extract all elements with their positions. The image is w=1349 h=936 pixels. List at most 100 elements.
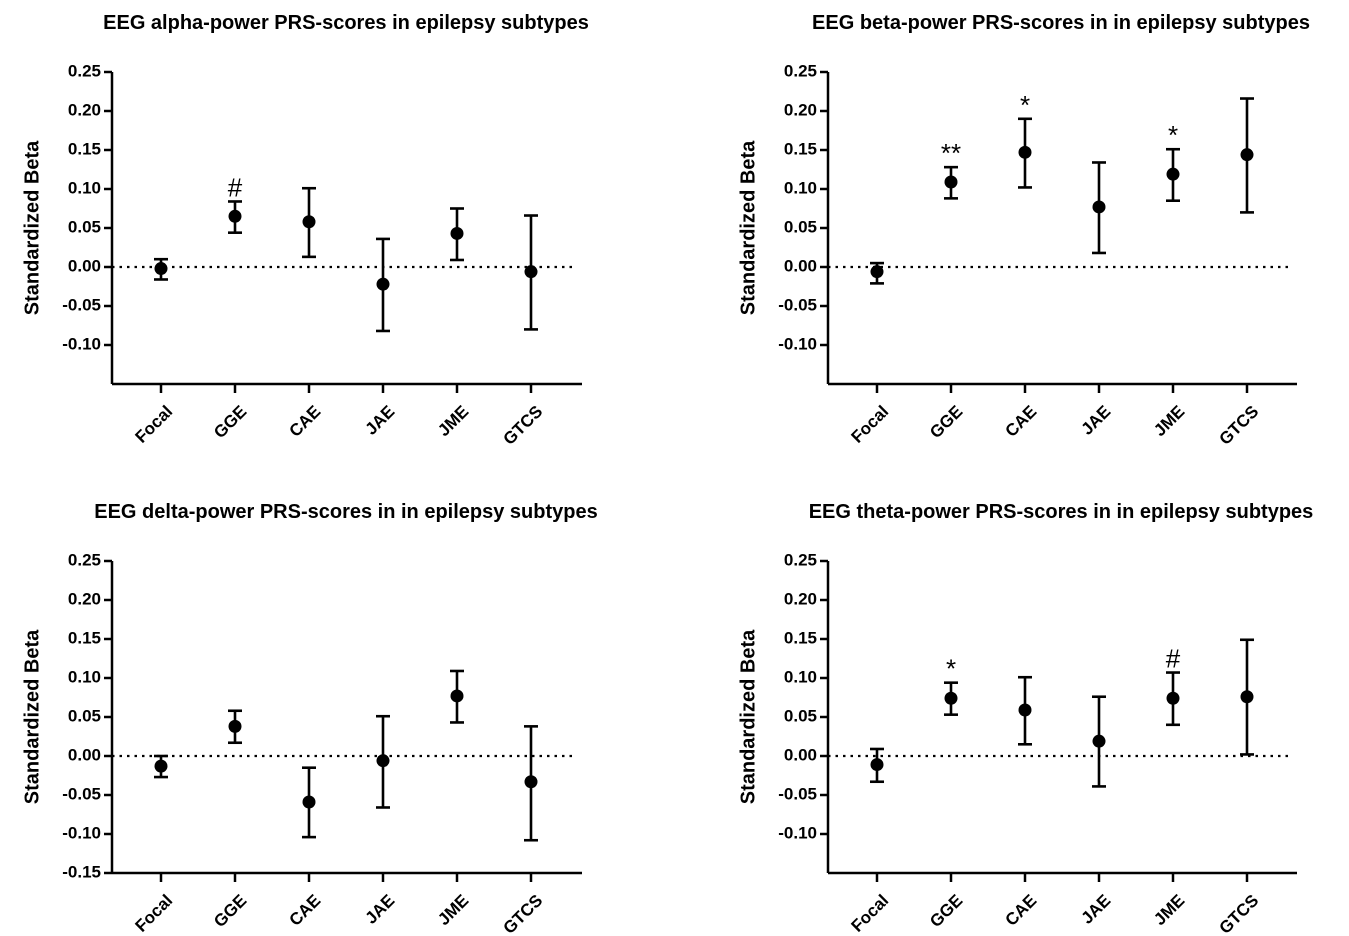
panel-1-x-tick-label: Focal (131, 402, 176, 447)
panel-1-y-tick-label: 0.05 (68, 217, 101, 236)
panel-2-y-tick-label: 0.05 (784, 217, 817, 236)
panel-4-data-point (1018, 703, 1032, 717)
panel-1-data-point (154, 262, 168, 276)
panel-1-y-tick-label: -0.10 (62, 334, 101, 353)
panel-3-y-tick-label: 0.20 (68, 589, 101, 608)
panel-4-data-point (1240, 690, 1254, 704)
panel-1-y-tick-label: -0.05 (62, 295, 101, 314)
panel-4-data-point (1092, 734, 1106, 748)
panel-4-x-tick-label: GGE (926, 891, 966, 931)
panel-2-data-point (870, 265, 884, 279)
panel-1-x-tick-label: GGE (210, 402, 250, 442)
panel-4-significance-label: # (1166, 644, 1181, 674)
panel-3-data-point (524, 775, 538, 789)
panel-4-x-tick-label: Focal (847, 891, 892, 936)
panel-1-y-tick-label: 0.25 (68, 61, 101, 80)
panel-1-y-tick-label: 0.10 (68, 178, 101, 197)
panel-4-x-tick-label: GTCS (1215, 891, 1262, 936)
panel-3-y-tick-label: -0.05 (62, 784, 101, 803)
panel-2-y-axis-label: Standardized Beta (737, 140, 759, 315)
panel-2-y-tick-label: 0.15 (784, 139, 817, 158)
panel-1-y-axis-label: Standardized Beta (21, 140, 43, 315)
panel-4-y-tick-label: -0.10 (778, 823, 817, 842)
panel-2-x-tick-label: Focal (847, 402, 892, 447)
panel-3-x-tick-label: CAE (285, 891, 324, 930)
panel-2-y-tick-label: 0.00 (784, 256, 817, 275)
panel-3-y-tick-label: 0.05 (68, 706, 101, 725)
panel-3-x-tick-label: JAE (361, 891, 398, 928)
panel-3-data-point (302, 795, 316, 809)
panel-3-x-tick-label: Focal (131, 891, 176, 936)
panel-1-title: EEG alpha-power PRS-scores in epilepsy s… (103, 12, 589, 34)
panel-1-x-tick-label: GTCS (499, 402, 546, 449)
panel-3-y-tick-label: -0.10 (62, 823, 101, 842)
panel-3-y-tick-label: -0.15 (62, 862, 101, 881)
panel-4-y-tick-label: 0.10 (784, 667, 817, 686)
panel-2-y-tick-label: 0.20 (784, 100, 817, 119)
panel-4-x-tick-label: JME (1150, 891, 1188, 929)
panel-1-y-tick-label: 0.15 (68, 139, 101, 158)
panel-2-y-tick-label: -0.10 (778, 334, 817, 353)
panel-2-y-tick-label: 0.25 (784, 61, 817, 80)
panel-3-x-tick-label: GTCS (499, 891, 546, 936)
panel-2-significance-label: * (1020, 90, 1030, 120)
panel-2-x-tick-label: GGE (926, 402, 966, 442)
panel-2-data-point (944, 175, 958, 189)
panel-2-data-point (1018, 145, 1032, 159)
panel-3-data-point (450, 689, 464, 703)
panel-2-y-tick-label: -0.05 (778, 295, 817, 314)
panel-2-data-point (1092, 200, 1106, 214)
panel-1-y-tick-label: 0.00 (68, 256, 101, 275)
panel-4-y-tick-label: 0.20 (784, 589, 817, 608)
panel-4-y-tick-label: -0.05 (778, 784, 817, 803)
panel-4-y-axis-label: Standardized Beta (737, 629, 759, 804)
panel-2-y-tick-label: 0.10 (784, 178, 817, 197)
panel-3-y-tick-label: 0.10 (68, 667, 101, 686)
panel-2-chart: EEG beta-power PRS-scores in in epilepsy… (737, 12, 1310, 449)
panel-2-x-tick-label: JAE (1077, 402, 1114, 439)
panel-3-title: EEG delta-power PRS-scores in in epileps… (94, 501, 597, 523)
panel-4-data-point (1166, 691, 1180, 705)
panel-3-data-point (228, 719, 242, 733)
panel-1-chart: EEG alpha-power PRS-scores in epilepsy s… (21, 12, 589, 449)
panel-4-chart: EEG theta-power PRS-scores in in epileps… (737, 501, 1313, 936)
panel-4-y-tick-label: 0.25 (784, 550, 817, 569)
panel-1-data-point (228, 209, 242, 223)
panel-1-data-point (302, 215, 316, 229)
panel-1-data-point (524, 265, 538, 279)
panel-4-x-tick-label: CAE (1001, 891, 1040, 930)
panel-3-y-axis-label: Standardized Beta (21, 629, 43, 804)
panel-3-data-point (376, 754, 390, 768)
panel-1-data-point (376, 277, 390, 291)
panel-2-data-point (1166, 167, 1180, 181)
panel-3-y-tick-label: 0.00 (68, 745, 101, 764)
panel-1-y-tick-label: 0.20 (68, 100, 101, 119)
panel-4-data-point (944, 691, 958, 705)
panel-3-x-tick-label: JME (434, 891, 472, 929)
panel-3-data-point (154, 759, 168, 773)
panel-4-x-tick-label: JAE (1077, 891, 1114, 928)
panel-3-y-tick-label: 0.15 (68, 628, 101, 647)
panel-4-y-tick-label: 0.00 (784, 745, 817, 764)
panel-2-title: EEG beta-power PRS-scores in in epilepsy… (812, 12, 1310, 34)
panel-1-x-tick-label: JAE (361, 402, 398, 439)
panel-2-x-tick-label: CAE (1001, 402, 1040, 441)
panel-3-x-tick-label: GGE (210, 891, 250, 931)
panel-4-title: EEG theta-power PRS-scores in in epileps… (809, 501, 1314, 523)
panel-2-x-tick-label: GTCS (1215, 402, 1262, 449)
panel-2-data-point (1240, 148, 1254, 162)
panel-1-data-point (450, 226, 464, 240)
panel-3-chart: EEG delta-power PRS-scores in in epileps… (21, 501, 597, 936)
panel-3-y-tick-label: 0.25 (68, 550, 101, 569)
panel-4-y-tick-label: 0.15 (784, 628, 817, 647)
panel-1-significance-label: # (228, 172, 243, 202)
panel-2-x-tick-label: JME (1150, 402, 1188, 440)
panel-4-data-point (870, 758, 884, 772)
panel-2-significance-label: * (1168, 120, 1178, 150)
panel-1-x-tick-label: CAE (285, 402, 324, 441)
panel-4-significance-label: * (946, 654, 956, 684)
panel-4-y-tick-label: 0.05 (784, 706, 817, 725)
panel-1-x-tick-label: JME (434, 402, 472, 440)
panel-2-significance-label: ** (941, 138, 961, 168)
